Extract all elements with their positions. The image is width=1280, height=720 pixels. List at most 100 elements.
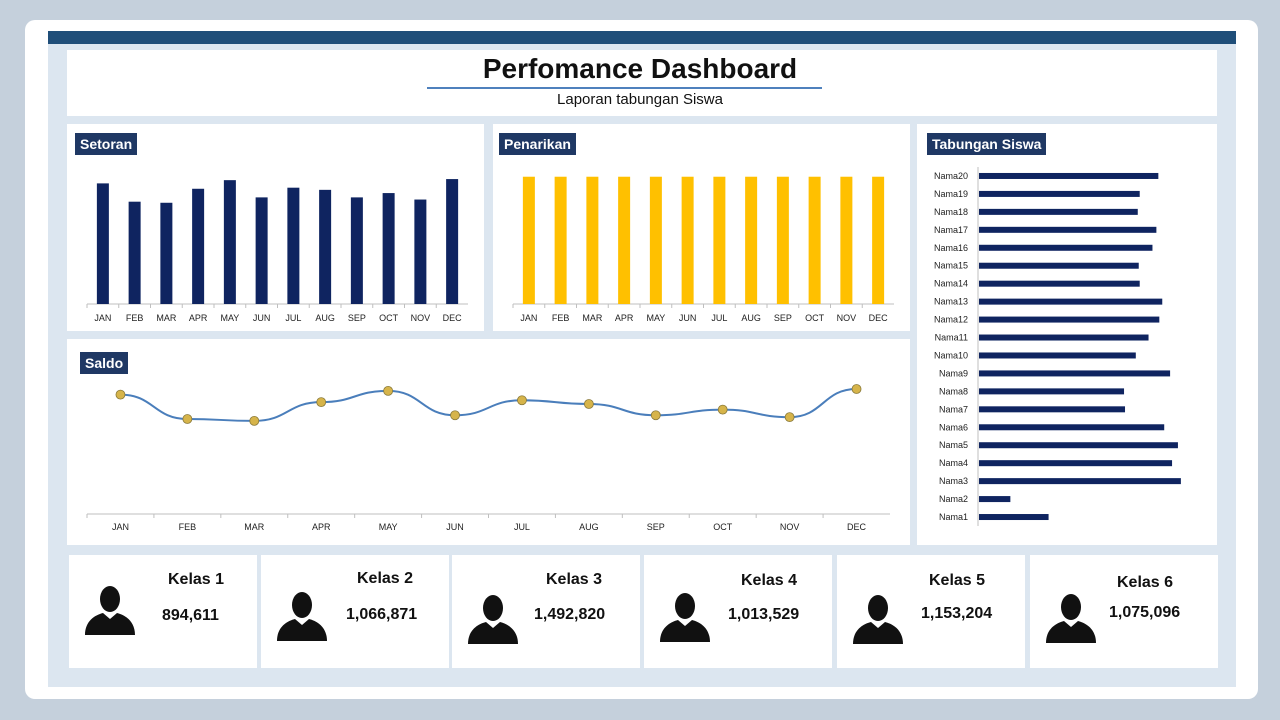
setoran-title: Setoran bbox=[75, 133, 138, 155]
kelas-card-2: Kelas 2 1,066,871 bbox=[261, 555, 449, 668]
kelas-card-6: Kelas 6 1,075,096 bbox=[1030, 555, 1218, 668]
tabungan-bar-nama2 bbox=[979, 496, 1011, 503]
setoran-tick-label: DEC bbox=[443, 313, 463, 323]
tabungan-name-label: Nama1 bbox=[939, 512, 968, 522]
top-accent-bar bbox=[48, 31, 1236, 44]
saldo-point-jun bbox=[450, 410, 460, 421]
penarikan-tick-label: SEP bbox=[774, 313, 792, 323]
tabungan-name-label: Nama4 bbox=[939, 458, 968, 468]
setoran-tick-label: NOV bbox=[411, 313, 431, 323]
tabungan-name-label: Nama18 bbox=[934, 207, 968, 217]
setoran-tick-label: OCT bbox=[379, 313, 399, 323]
setoran-tick-label: MAY bbox=[220, 313, 239, 323]
tabungan-name-label: Nama9 bbox=[939, 368, 968, 378]
setoran-chart: JAN FEB MAR APR MAY JUN JUL AUG SEP OCT NOV DEC bbox=[86, 179, 468, 323]
setoran-bar-mar bbox=[160, 202, 173, 304]
setoran-tick-label: JAN bbox=[94, 313, 111, 323]
penarikan-chart: JAN FEB MAR APR MAY JUN JUL AUG SEP OCT NOV DEC bbox=[512, 176, 894, 323]
setoran-tick-label: MAR bbox=[156, 313, 177, 323]
penarikan-bar-oct bbox=[808, 176, 821, 304]
penarikan-title: Penarikan bbox=[499, 133, 576, 155]
tabungan-name-label: Nama12 bbox=[934, 315, 968, 325]
setoran-bar-jan bbox=[96, 183, 109, 304]
saldo-tick-label: JUL bbox=[514, 522, 530, 532]
penarikan-tick-label: FEB bbox=[552, 313, 570, 323]
setoran-bar-apr bbox=[192, 188, 205, 304]
tabungan-bar-nama14 bbox=[979, 280, 1140, 287]
tabungan-bar-nama18 bbox=[979, 208, 1138, 215]
kelas-value: 1,492,820 bbox=[534, 606, 606, 623]
setoran-tick-label: APR bbox=[189, 313, 208, 323]
penarikan-bar-mar bbox=[586, 176, 599, 304]
setoran-bar-feb bbox=[128, 201, 141, 304]
kelas-label: Kelas 5 bbox=[929, 572, 986, 589]
tabungan-bar-nama11 bbox=[979, 334, 1149, 341]
kelas-label: Kelas 6 bbox=[1117, 574, 1174, 591]
tabungan-name-label: Nama2 bbox=[939, 494, 968, 504]
person-icon bbox=[1046, 594, 1096, 643]
saldo-tick-label: APR bbox=[312, 522, 331, 532]
penarikan-bar-aug bbox=[745, 176, 758, 304]
saldo-line bbox=[120, 388, 857, 422]
tabungan-name-label: Nama13 bbox=[934, 297, 968, 307]
person-icon bbox=[660, 593, 710, 642]
kelas-card-1: Kelas 1 894,611 bbox=[69, 555, 257, 668]
penarikan-bar-jan bbox=[522, 176, 535, 304]
saldo-point-may bbox=[383, 385, 394, 396]
tabungan-name-label: Nama17 bbox=[934, 225, 968, 235]
tabungan-chart: Nama20 Nama19 Nama18 Nama17 Nama16 Nama15 Nama… bbox=[934, 167, 1181, 526]
saldo-point-oct bbox=[717, 404, 728, 415]
kelas-value: 1,066,871 bbox=[346, 606, 418, 623]
tabungan-bar-nama15 bbox=[979, 262, 1139, 269]
tabungan-bar-nama5 bbox=[979, 442, 1178, 449]
tabungan-bar-nama6 bbox=[979, 424, 1165, 431]
tabungan-name-label: Nama14 bbox=[934, 279, 968, 289]
tabungan-bar-nama4 bbox=[979, 460, 1173, 467]
kelas-value: 1,075,096 bbox=[1109, 604, 1181, 621]
setoran-bar-jul bbox=[287, 187, 300, 304]
tabungan-bar-nama16 bbox=[979, 244, 1153, 251]
saldo-point-sep bbox=[650, 410, 661, 421]
page-subtitle: Laporan tabungan Siswa bbox=[557, 91, 723, 108]
setoran-bar-oct bbox=[382, 193, 395, 304]
tabungan-bar-nama10 bbox=[979, 352, 1136, 359]
kelas-card-5: Kelas 5 1,153,204 bbox=[837, 555, 1025, 668]
setoran-bar-aug bbox=[319, 189, 332, 304]
person-icon bbox=[277, 592, 327, 641]
tabungan-name-label: Nama10 bbox=[934, 350, 968, 360]
setoran-tick-label: JUL bbox=[285, 313, 301, 323]
saldo-tick-label: SEP bbox=[647, 522, 665, 532]
saldo-point-mar bbox=[249, 415, 260, 426]
saldo-title: Saldo bbox=[80, 352, 129, 374]
saldo-tick-label: FEB bbox=[179, 522, 197, 532]
penarikan-bar-nov bbox=[840, 176, 853, 304]
tabungan-bar-nama12 bbox=[979, 316, 1160, 323]
tabungan-name-label: Nama8 bbox=[939, 386, 968, 396]
tabungan-title: Tabungan Siswa bbox=[927, 133, 1047, 155]
setoran-tick-label: JUN bbox=[253, 313, 271, 323]
saldo-point-dec bbox=[851, 384, 862, 394]
tabungan-name-label: Nama5 bbox=[939, 440, 968, 450]
tabungan-name-label: Nama16 bbox=[934, 243, 968, 253]
penarikan-bar-apr bbox=[618, 176, 631, 304]
kelas-card-3: Kelas 3 1,492,820 bbox=[452, 555, 640, 668]
saldo-point-jan bbox=[115, 389, 126, 400]
tabungan-bar-nama1 bbox=[979, 514, 1049, 521]
setoran-bar-sep bbox=[350, 197, 363, 304]
setoran-tick-label: AUG bbox=[315, 313, 335, 323]
saldo-tick-label: JAN bbox=[112, 522, 129, 532]
tabungan-bar-nama3 bbox=[979, 478, 1181, 485]
tabungan-bar-nama9 bbox=[979, 370, 1171, 377]
tabungan-name-label: Nama15 bbox=[934, 261, 968, 271]
tabungan-name-label: Nama19 bbox=[934, 189, 968, 199]
penarikan-bar-jul bbox=[713, 176, 726, 304]
setoran-tick-label: SEP bbox=[348, 313, 366, 323]
tabungan-bar-nama19 bbox=[979, 190, 1140, 197]
saldo-chart: JAN FEB MAR APR MAY JUN JUL AUG SEP OCT NOV DEC bbox=[86, 384, 890, 532]
penarikan-tick-label: MAY bbox=[646, 313, 665, 323]
penarikan-tick-label: AUG bbox=[741, 313, 761, 323]
kelas-label: Kelas 1 bbox=[168, 571, 225, 588]
kelas-card-4: Kelas 4 1,013,529 bbox=[644, 555, 832, 668]
saldo-point-nov bbox=[784, 412, 795, 423]
saldo-point-feb bbox=[182, 414, 193, 424]
